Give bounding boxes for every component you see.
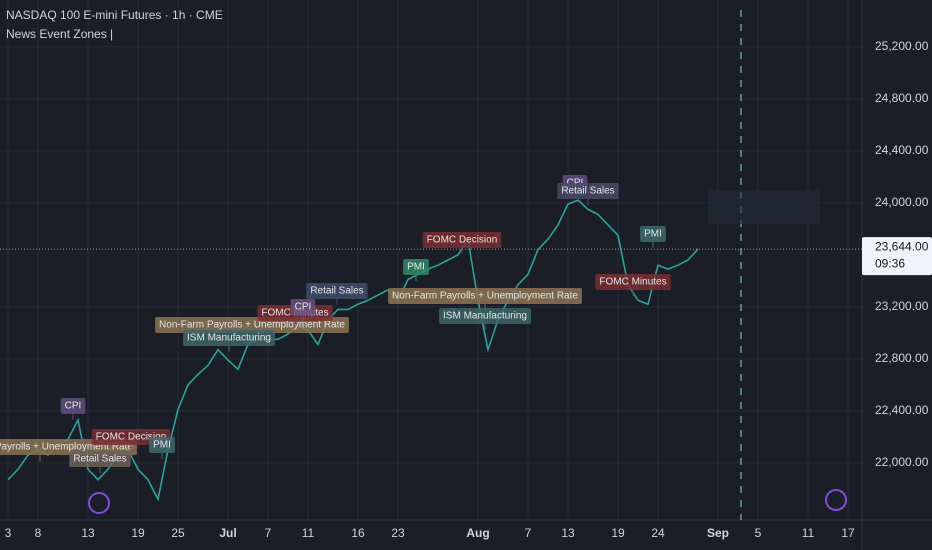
event-label: Retail Sales (557, 183, 619, 205)
x-tick-label: 23 (391, 526, 405, 540)
event-label: CPI (290, 299, 316, 321)
event-text: Retail Sales (73, 454, 126, 465)
x-tick-label: 5 (755, 526, 762, 540)
event-text: Non-Farm Payrolls + Unemployment Rate (159, 320, 345, 331)
x-tick-label: 8 (35, 526, 42, 540)
event-box (439, 308, 531, 324)
event-text: PMI (153, 440, 171, 451)
event-box (60, 398, 86, 414)
event-box (557, 183, 619, 199)
event-text: ISM Manufacturing (443, 311, 527, 322)
event-text: FOMC Decision (96, 432, 167, 443)
x-tick-label: 7 (265, 526, 272, 540)
event-label: FOMC Minutes (595, 274, 671, 296)
y-tick-label: 24,800.00 (875, 91, 929, 105)
event-text: FOMC Minutes (599, 277, 666, 288)
last-price-box (862, 237, 932, 276)
y-tick-label: 25,200.00 (875, 39, 929, 53)
x-tick-label: 25 (171, 526, 185, 540)
event-box (149, 437, 175, 453)
event-label: ISM Manufacturing (439, 308, 531, 330)
event-label: PMI (403, 259, 429, 281)
event-label: PMI (149, 437, 175, 459)
event-label: PMI (640, 226, 666, 248)
x-tick-label: 7 (525, 526, 532, 540)
event-label: FOMC Decision (422, 232, 502, 254)
y-tick-label: 24,400.00 (875, 143, 929, 157)
event-label: Retail Sales (69, 451, 131, 473)
event-box (183, 330, 275, 346)
event-label: ISM Manufacturing (183, 330, 275, 352)
x-tick-label: 16 (351, 526, 365, 540)
event-text: Retail Sales (310, 286, 363, 297)
event-text: ISM Manufacturing (187, 333, 271, 344)
event-box (290, 299, 316, 315)
event-label: Retail Sales (306, 283, 368, 305)
event-box (306, 283, 368, 299)
y-tick-label: 24,000.00 (875, 195, 929, 209)
event-text: Non-Farm Payrolls + Unemployment Rate (392, 291, 578, 302)
x-tick-label: 19 (131, 526, 145, 540)
x-tick-label: 24 (651, 526, 665, 540)
x-tick-label: Jul (219, 526, 236, 540)
x-tick-label: 11 (802, 526, 815, 540)
event-box (403, 259, 429, 275)
y-tick-label: 22,400.00 (875, 403, 929, 417)
event-box (388, 288, 582, 304)
event-text: Retail Sales (561, 186, 614, 197)
x-tick-label: 3 (5, 526, 12, 540)
future-event-box (708, 190, 820, 224)
event-box (422, 232, 502, 248)
countdown-label: 09:36 (875, 256, 905, 270)
y-tick-label: 22,800.00 (875, 351, 929, 365)
event-text: CPI (65, 401, 82, 412)
x-tick-label: 17 (841, 526, 855, 540)
x-tick-label: 13 (81, 526, 95, 540)
event-text: FOMC Decision (427, 235, 498, 246)
event-text: PMI (644, 229, 662, 240)
x-tick-label: Aug (466, 526, 489, 540)
event-icon[interactable] (88, 492, 110, 514)
event-text: Non-Farm Payrolls + Unemployment Rate (0, 442, 133, 453)
event-icon[interactable] (825, 489, 847, 511)
y-tick-label: 23,200.00 (875, 299, 929, 313)
event-box (69, 451, 131, 467)
chart-title: NASDAQ 100 E-mini Futures · 1h · CME (6, 8, 223, 22)
event-text: CPI (295, 302, 312, 313)
x-tick-label: 11 (302, 526, 315, 540)
event-label: CPI (60, 398, 86, 420)
event-box (595, 274, 671, 290)
indicator-name: News Event Zones | (6, 27, 113, 41)
event-box (640, 226, 666, 242)
x-tick-label: 19 (611, 526, 625, 540)
y-tick-label: 22,000.00 (875, 455, 929, 469)
x-tick-label: Sep (707, 526, 729, 540)
last-price-label: 23,644.00 (875, 239, 929, 253)
event-text: PMI (407, 262, 425, 273)
x-tick-label: 13 (561, 526, 575, 540)
